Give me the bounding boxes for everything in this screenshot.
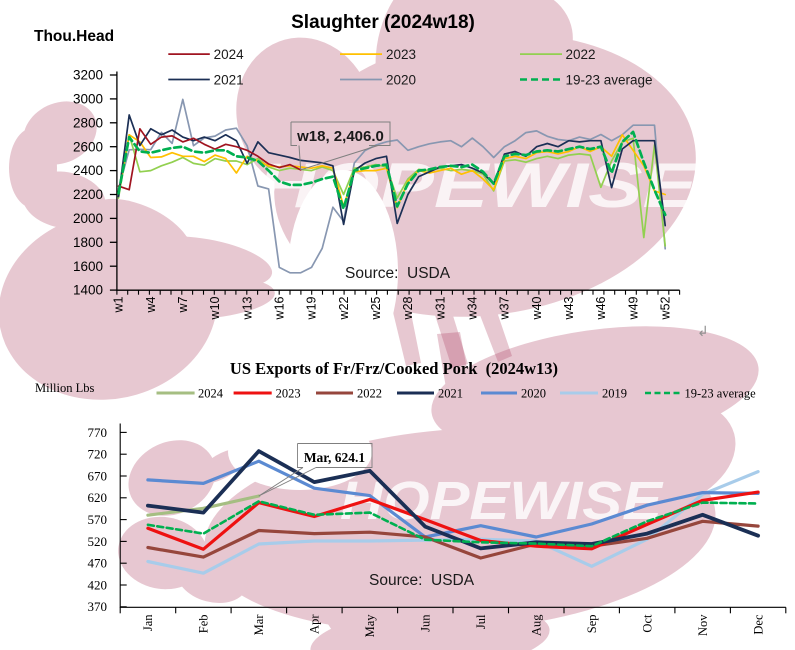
svg-text:HOPEWISE: HOPEWISE — [340, 471, 664, 531]
svg-text:2022: 2022 — [566, 47, 596, 62]
svg-text:w18, 2,406.0: w18, 2,406.0 — [296, 128, 384, 145]
svg-text:Feb: Feb — [197, 615, 211, 634]
svg-text:2024: 2024 — [198, 387, 224, 401]
svg-text:w25: w25 — [369, 296, 383, 320]
svg-text:w34: w34 — [466, 296, 480, 320]
svg-text:19-23 average: 19-23 average — [685, 387, 757, 401]
svg-text:Oct: Oct — [640, 614, 654, 633]
svg-text:2021: 2021 — [438, 387, 463, 401]
svg-text:1600: 1600 — [73, 259, 103, 274]
svg-text:770: 770 — [88, 425, 108, 440]
svg-text:w22: w22 — [337, 296, 351, 320]
svg-text:Nov: Nov — [696, 614, 710, 636]
svg-text:570: 570 — [88, 512, 108, 527]
svg-text:Source: USDA: Source: USDA — [369, 572, 475, 589]
svg-text:w19: w19 — [305, 296, 319, 320]
svg-text:2023: 2023 — [276, 387, 301, 401]
svg-text:Mar, 624.1: Mar, 624.1 — [304, 450, 366, 465]
svg-text:620: 620 — [88, 490, 108, 505]
svg-text:Mar: Mar — [252, 614, 266, 636]
svg-text:670: 670 — [88, 468, 108, 483]
svg-text:HOPEWISE: HOPEWISE — [257, 151, 700, 221]
svg-text:1800: 1800 — [73, 235, 103, 250]
svg-text:w49: w49 — [626, 296, 640, 320]
svg-text:w46: w46 — [594, 296, 608, 320]
svg-text:2020: 2020 — [521, 387, 546, 401]
svg-text:1400: 1400 — [73, 283, 103, 298]
svg-text:w40: w40 — [530, 296, 544, 320]
svg-text:w4: w4 — [144, 296, 158, 313]
svg-text:2400: 2400 — [73, 163, 103, 178]
svg-text:Jan: Jan — [141, 614, 155, 631]
svg-text:w13: w13 — [240, 296, 254, 320]
svg-text:2600: 2600 — [73, 139, 103, 154]
svg-text:420: 420 — [88, 577, 108, 592]
svg-text:Thou.Head: Thou.Head — [34, 28, 114, 45]
svg-text:2000: 2000 — [73, 211, 103, 226]
svg-text:2024: 2024 — [214, 47, 245, 62]
svg-text:w16: w16 — [273, 296, 287, 320]
svg-text:w28: w28 — [401, 296, 415, 320]
svg-text:May: May — [363, 614, 377, 638]
svg-text:w1: w1 — [112, 296, 126, 313]
svg-text:720: 720 — [88, 447, 108, 462]
svg-text:w43: w43 — [562, 296, 576, 320]
svg-text:w52: w52 — [658, 296, 672, 320]
svg-text:w10: w10 — [208, 296, 222, 320]
svg-text:w37: w37 — [498, 296, 512, 320]
svg-text:Slaughter (2024w18): Slaughter (2024w18) — [291, 12, 475, 33]
svg-text:3200: 3200 — [73, 68, 103, 83]
svg-text:19-23 average: 19-23 average — [566, 72, 653, 87]
svg-text:3000: 3000 — [73, 92, 103, 107]
svg-text:2023: 2023 — [386, 47, 416, 62]
svg-text:2020: 2020 — [386, 72, 416, 87]
svg-text:Jul: Jul — [474, 614, 488, 629]
svg-text:US Exports of Fr/Frz/Cooked Po: US Exports of Fr/Frz/Cooked Pork (2024w1… — [230, 359, 558, 378]
svg-text:2200: 2200 — [73, 187, 103, 202]
svg-text:Aug: Aug — [529, 614, 543, 636]
svg-text:Source: USDA: Source: USDA — [345, 265, 451, 282]
svg-text:2019: 2019 — [602, 387, 627, 401]
svg-text:↲: ↲ — [697, 323, 709, 339]
svg-text:Sep: Sep — [585, 615, 599, 634]
svg-text:Million Lbs: Million Lbs — [35, 381, 95, 395]
svg-text:Jun: Jun — [418, 614, 432, 632]
svg-text:w7: w7 — [176, 296, 190, 313]
svg-text:2021: 2021 — [214, 72, 244, 87]
svg-text:Dec: Dec — [751, 614, 765, 635]
svg-text:370: 370 — [88, 599, 108, 614]
svg-text:w31: w31 — [433, 296, 447, 320]
svg-text:470: 470 — [88, 556, 108, 571]
svg-text:Apr: Apr — [308, 614, 322, 634]
svg-text:2022: 2022 — [357, 387, 382, 401]
svg-text:520: 520 — [88, 534, 108, 549]
svg-text:2800: 2800 — [73, 115, 103, 130]
